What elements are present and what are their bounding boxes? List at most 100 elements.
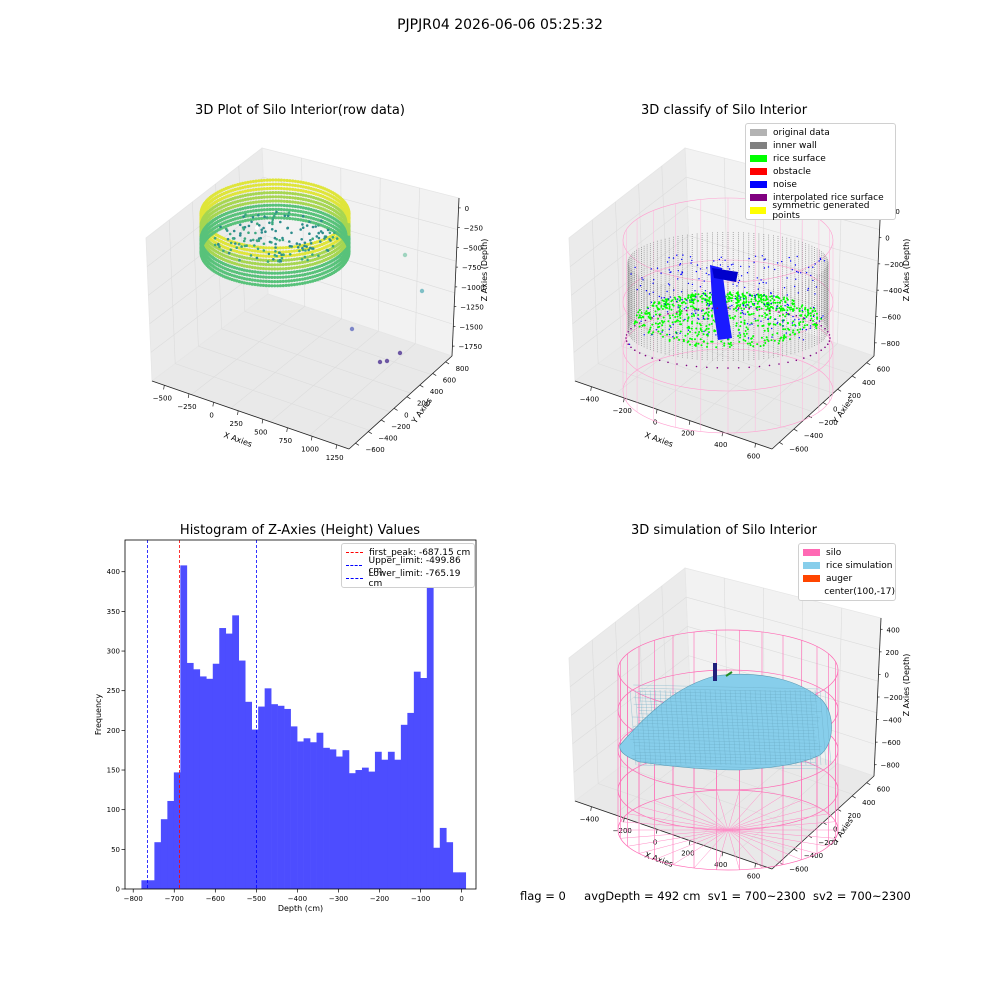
classify-noise-point — [729, 308, 731, 310]
raw-point — [270, 267, 274, 271]
classify-rice-point — [659, 332, 662, 335]
classify-noise-point — [670, 326, 672, 328]
classify-rice-point — [798, 307, 801, 310]
classify-rice-point — [655, 313, 657, 316]
sim-rice-mesh-line — [679, 689, 687, 766]
sim-legend-item: auger — [799, 572, 895, 585]
raw-point — [267, 254, 271, 258]
classify-noise-point — [718, 258, 721, 261]
classify-noise-point — [794, 264, 797, 266]
legend-swatch — [803, 562, 820, 569]
classify-noise-point — [771, 327, 773, 330]
classify-rice-point — [742, 338, 745, 341]
raw-point — [293, 200, 297, 204]
raw-point — [295, 253, 299, 257]
classify-rice-point — [729, 297, 732, 300]
classify-z-tick-label: 0 — [885, 235, 889, 243]
raw-interior-point — [234, 242, 237, 245]
raw-point — [262, 195, 266, 199]
raw-point — [299, 201, 303, 205]
classify-rice-point — [640, 312, 643, 314]
classify-rice-point — [701, 330, 703, 333]
classify-noise-point — [709, 291, 711, 294]
raw-x-tick-mark — [311, 436, 313, 441]
classify-rice-point — [679, 312, 682, 315]
raw-point — [245, 248, 249, 252]
raw-outlier-point — [419, 288, 425, 294]
classify-noise-point — [782, 325, 784, 327]
sim-rice-mesh-line — [632, 736, 817, 741]
raw-interior-point — [279, 220, 282, 224]
classify-rice-point — [657, 323, 660, 325]
classify-rice-point — [766, 298, 769, 301]
raw-interior-point — [274, 250, 277, 253]
raw-point — [250, 278, 254, 282]
classify-interpolated-point — [630, 327, 632, 330]
classify-grid-line — [688, 235, 877, 294]
raw-point — [253, 266, 257, 270]
raw-point — [238, 186, 242, 190]
classify-rice-point — [748, 293, 751, 296]
raw-point — [295, 249, 299, 253]
raw-interior-point — [298, 249, 301, 253]
classify-grid-line — [614, 306, 728, 395]
classify-x-tick-mark — [754, 443, 756, 448]
classify-rice-point — [791, 308, 794, 311]
sim-rice-mesh-line — [739, 689, 747, 766]
raw-grid-line — [191, 306, 305, 395]
raw-point — [254, 192, 258, 196]
classify-x-tick-label: −200 — [613, 407, 632, 415]
raw-point — [278, 246, 282, 250]
classify-noise-point — [699, 268, 702, 270]
classify-rice-point — [728, 296, 731, 299]
classify-z-tick-label: −800 — [881, 340, 900, 348]
classify-rice-point — [743, 332, 745, 335]
classify-rice-point — [648, 313, 651, 316]
classify-rice-point — [667, 320, 670, 323]
classify-y-tick-label: 600 — [877, 366, 890, 374]
classify-rice-point — [660, 305, 663, 308]
classify-rice-point — [726, 293, 729, 296]
raw-interior-point — [323, 237, 326, 240]
raw-interior-point — [225, 227, 228, 231]
raw-interior-point — [247, 231, 250, 234]
raw-point — [265, 208, 269, 212]
classify-y-tick-mark — [837, 388, 842, 392]
classify-noise-point — [809, 325, 812, 327]
classify-rice-point — [739, 336, 741, 339]
sim-rice-mesh-line — [636, 691, 820, 696]
sim-rice-mesh-line — [684, 689, 692, 766]
raw-point — [233, 208, 237, 213]
raw-point — [296, 201, 300, 205]
raw-point — [311, 250, 315, 254]
raw-point — [245, 260, 249, 264]
classify-rice-point — [692, 299, 695, 302]
classify-y-tick-mark — [851, 375, 856, 379]
classify-legend-item: obstacle — [746, 165, 895, 178]
classify-interpolated-point — [787, 361, 789, 364]
hist-y-tick-label: 400 — [107, 568, 120, 576]
classify-rice-point — [704, 329, 707, 332]
raw-point — [276, 263, 280, 267]
classify-rice-point — [806, 308, 809, 311]
classify-rice-point — [771, 333, 774, 336]
classify-rice-point — [679, 298, 682, 301]
classify-noise-point — [698, 318, 700, 320]
classify-rice-point — [786, 297, 788, 300]
raw-point — [249, 209, 253, 213]
classify-noise-point — [697, 309, 699, 311]
raw-interior-point — [301, 226, 305, 229]
classify-legend: original data inner wall rice surface obsta… — [745, 123, 896, 221]
raw-point — [291, 217, 295, 221]
raw-interior-point — [306, 258, 309, 262]
classify-rice-point — [743, 319, 746, 322]
classify-noise-point — [755, 308, 757, 310]
classify-rice-point — [665, 304, 668, 307]
raw-interior-point — [231, 237, 235, 240]
classify-grid-line — [621, 345, 813, 413]
classify-rice-point — [784, 336, 787, 339]
classify-rice-point — [778, 339, 781, 342]
raw-point — [238, 211, 242, 215]
classify-noise-point — [753, 261, 755, 263]
raw-point — [307, 207, 311, 211]
